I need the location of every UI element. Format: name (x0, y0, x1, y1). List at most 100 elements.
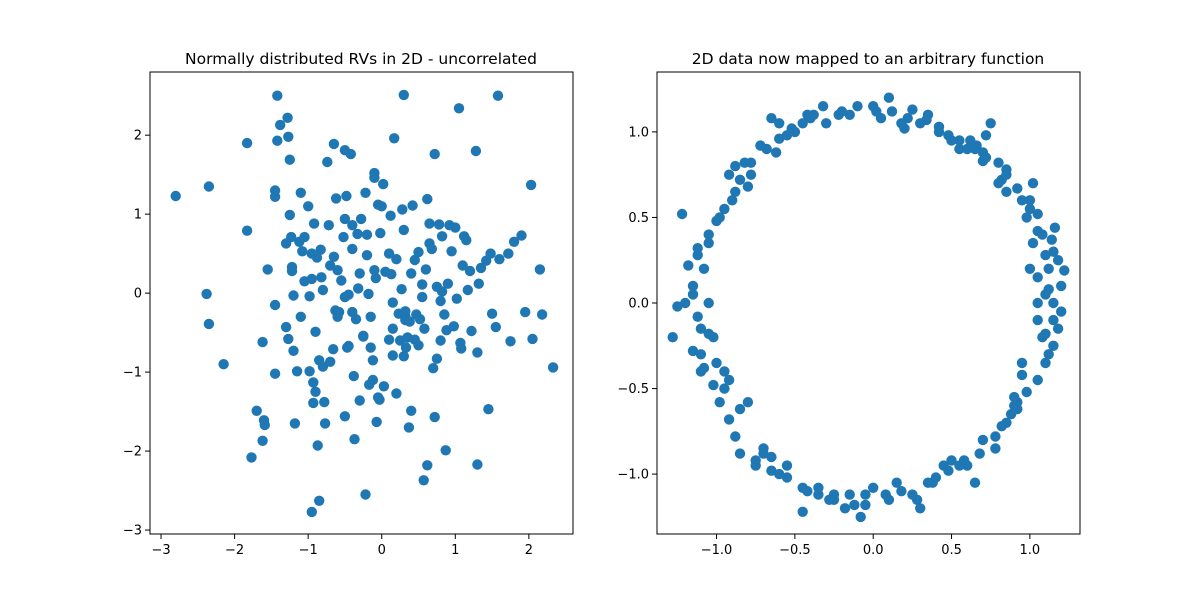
left-data-point (442, 278, 454, 289)
left-data-point (417, 279, 428, 290)
left-data-point (406, 268, 417, 279)
left-data-point (451, 293, 462, 304)
right-data-point (1048, 340, 1059, 351)
right-data-point (730, 186, 741, 197)
left-y-tick-label: 0 (134, 287, 142, 302)
right-data-point (1048, 246, 1059, 257)
right-data-point (1021, 212, 1032, 223)
right-chart-axes-frame (656, 71, 1081, 535)
left-data-point (308, 218, 320, 229)
left-data-point (358, 330, 369, 341)
right-data-point (683, 260, 694, 271)
left-data-point (332, 265, 343, 276)
left-data-point (372, 392, 384, 403)
right-data-point (797, 118, 808, 129)
left-data-point (299, 276, 310, 287)
right-data-point (883, 494, 895, 505)
right-data-point (714, 212, 725, 223)
right-data-point (1016, 195, 1028, 206)
left-data-point (310, 386, 321, 397)
left-data-point (398, 89, 409, 101)
right-data-point (723, 374, 735, 386)
left-data-point (241, 137, 253, 149)
left-data-point (398, 351, 409, 362)
left-data-point (525, 179, 537, 191)
left-data-point (272, 135, 283, 146)
right-data-point (808, 109, 819, 121)
right-data-point (723, 414, 735, 425)
right-data-point (902, 113, 913, 124)
right-data-point (930, 472, 942, 483)
left-data-point (203, 181, 215, 192)
left-data-point (378, 178, 389, 190)
left-data-point (315, 244, 326, 255)
right-data-point (672, 301, 683, 312)
right-data-point (974, 448, 985, 459)
left-data-point (483, 404, 494, 415)
right-data-point (915, 118, 926, 129)
left-data-point (431, 353, 443, 364)
right-data-point (993, 178, 1004, 189)
left-data-point (520, 306, 531, 318)
right-x-tick-label: 1.0 (1020, 543, 1041, 558)
right-data-point (969, 143, 981, 155)
left-scatter-chart: Normally distributed RVs in 2D - uncorre… (123, 50, 574, 558)
left-data-point (304, 291, 315, 302)
right-data-point (687, 345, 699, 357)
left-data-point (319, 396, 330, 408)
left-x-tick-label: 1 (451, 543, 459, 558)
left-data-point (400, 306, 411, 317)
left-data-point (371, 416, 382, 428)
right-data-point (1021, 386, 1032, 398)
left-data-point (385, 210, 396, 221)
right-data-point (730, 431, 741, 442)
left-data-point (354, 268, 365, 279)
left-data-point (283, 333, 294, 345)
left-data-point (383, 334, 395, 345)
left-data-point (314, 495, 325, 506)
right-data-point (761, 143, 772, 155)
right-chart-points (667, 92, 1070, 523)
left-data-point (375, 227, 386, 239)
left-data-point (308, 397, 319, 409)
right-data-point (766, 113, 777, 124)
right-data-point (667, 332, 678, 343)
left-chart-ticks: −3 −2 −1 0 1 2 −3 −2 −1 0 1 2 (123, 129, 533, 558)
left-data-point (436, 231, 448, 242)
right-data-point (915, 503, 926, 514)
right-data-point (676, 208, 688, 220)
left-data-point (433, 219, 445, 230)
right-data-point (687, 289, 699, 300)
left-data-point (328, 138, 340, 150)
left-data-point (422, 193, 433, 205)
right-data-point (891, 477, 902, 488)
left-data-point (170, 190, 181, 202)
right-data-point (698, 263, 710, 274)
left-data-point (426, 243, 437, 255)
left-data-point (473, 278, 484, 289)
left-data-point (259, 419, 270, 431)
right-data-point (954, 135, 965, 146)
left-data-point (360, 187, 371, 198)
left-data-point (345, 148, 356, 160)
left-chart-axes-frame (149, 71, 574, 535)
right-data-point (774, 133, 785, 144)
left-data-point (312, 440, 323, 451)
right-data-point (1001, 169, 1012, 180)
left-y-tick-label: −2 (123, 445, 142, 460)
right-data-point (954, 143, 965, 155)
left-data-point (383, 248, 395, 259)
left-data-point (201, 288, 212, 300)
left-data-point (367, 355, 379, 366)
right-data-point (766, 451, 777, 463)
left-data-point (378, 381, 390, 392)
left-data-point (347, 220, 358, 231)
right-data-point (734, 403, 746, 415)
left-data-point (286, 231, 297, 243)
left-data-point (365, 311, 376, 322)
right-data-point (1040, 249, 1051, 261)
right-data-point (946, 455, 957, 466)
left-data-point (400, 342, 412, 353)
right-data-point (1043, 263, 1054, 274)
